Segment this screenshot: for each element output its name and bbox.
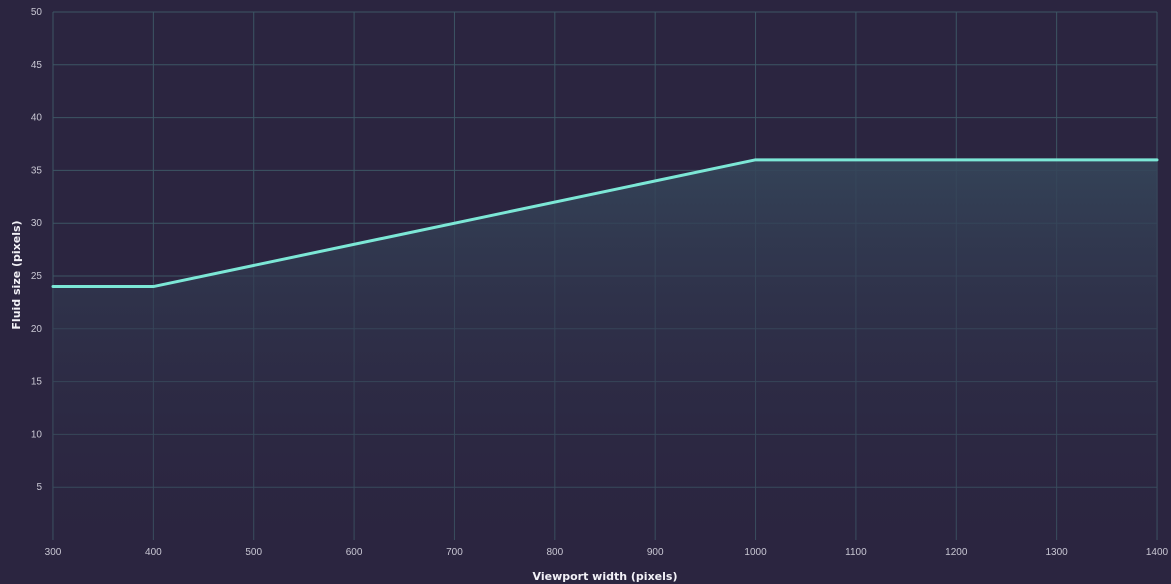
y-axis-title: Fluid size (pixels) (10, 220, 23, 329)
x-tick-label: 1000 (744, 547, 767, 558)
x-tick-label: 1300 (1046, 547, 1069, 558)
x-tick-label: 400 (145, 547, 162, 558)
y-tick-layer: 5 10 15 20 25 30 35 40 45 50 (31, 7, 43, 493)
x-tick-label: 600 (346, 547, 363, 558)
x-tick-label: 1400 (1146, 547, 1169, 558)
x-tick-label: 800 (546, 547, 563, 558)
y-tick-label: 35 (31, 165, 43, 176)
x-tick-label: 500 (245, 547, 262, 558)
y-tick-label: 25 (31, 271, 43, 282)
y-tick-label: 40 (31, 113, 43, 124)
x-tick-label: 900 (647, 547, 664, 558)
y-tick-label: 10 (31, 429, 43, 440)
x-tick-label: 1200 (945, 547, 968, 558)
y-tick-label: 45 (31, 60, 43, 71)
y-tick-label: 20 (31, 324, 43, 335)
series-area (53, 159, 1157, 540)
x-axis-title: Viewport width (pixels) (533, 570, 678, 583)
x-tick-label: 700 (446, 547, 463, 558)
x-tick-layer: 300 400 500 600 700 800 900 1000 1100 1200 1300 140… (45, 547, 1169, 558)
line-layer (51, 158, 1159, 289)
y-tick-label: 30 (31, 218, 43, 229)
y-tick-label: 50 (31, 7, 43, 18)
y-tick-label: 15 (31, 377, 43, 388)
x-tick-label: 1100 (845, 547, 867, 558)
x-tick-label: 300 (45, 547, 62, 558)
area-layer (53, 159, 1157, 540)
y-tick-label: 5 (36, 482, 42, 493)
series-line (51, 158, 1159, 289)
